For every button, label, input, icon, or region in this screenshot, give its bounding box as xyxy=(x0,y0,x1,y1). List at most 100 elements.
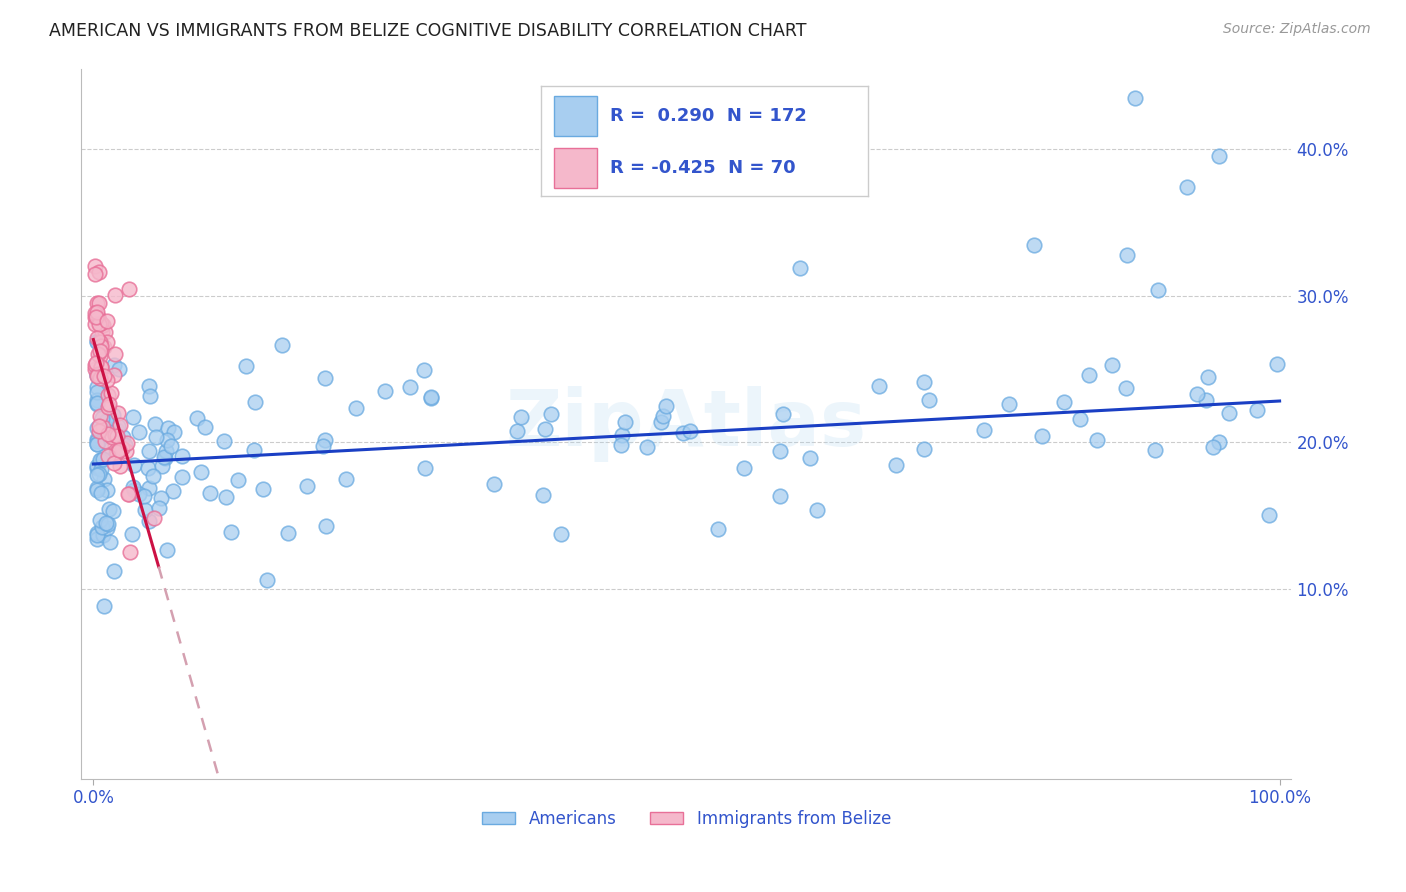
Point xyxy=(83,358,105,372)
Point xyxy=(156,433,179,447)
Point xyxy=(89,349,111,363)
Point xyxy=(998,397,1021,411)
Point xyxy=(96,483,118,497)
Point xyxy=(86,432,108,446)
Point xyxy=(679,424,702,438)
Point xyxy=(252,482,274,496)
Point xyxy=(550,527,572,541)
Point xyxy=(84,259,107,273)
Point xyxy=(152,450,174,465)
Point xyxy=(105,429,128,443)
Point xyxy=(90,325,112,339)
Legend: Americans, Immigrants from Belize: Americans, Immigrants from Belize xyxy=(475,803,897,835)
Point xyxy=(145,430,167,444)
Point xyxy=(89,318,111,332)
Point xyxy=(132,489,155,503)
Point xyxy=(235,359,257,373)
Point xyxy=(89,513,111,527)
Point xyxy=(1031,429,1053,443)
Point xyxy=(374,384,396,398)
Point xyxy=(91,452,114,467)
Point xyxy=(510,410,533,425)
Point xyxy=(150,491,173,505)
Point xyxy=(799,450,821,465)
Point xyxy=(335,472,357,486)
Point xyxy=(83,310,105,324)
Point xyxy=(1022,237,1045,252)
Point xyxy=(121,409,143,424)
Point xyxy=(413,461,436,475)
Point xyxy=(97,516,120,531)
Point xyxy=(108,459,131,474)
Point xyxy=(86,310,108,325)
Point xyxy=(315,518,337,533)
Point xyxy=(89,467,111,481)
Point xyxy=(243,442,266,457)
Point xyxy=(1218,406,1240,420)
Point xyxy=(219,525,242,540)
Point xyxy=(399,380,422,394)
Point xyxy=(87,310,110,325)
Point xyxy=(107,442,129,457)
Point xyxy=(103,368,125,383)
Point xyxy=(91,528,114,542)
Point xyxy=(170,470,193,484)
Point xyxy=(104,347,127,361)
Point xyxy=(101,504,124,518)
Point xyxy=(86,309,108,323)
Point xyxy=(87,317,110,331)
Point xyxy=(91,410,114,425)
Point xyxy=(650,415,672,429)
Point xyxy=(86,347,108,361)
Point xyxy=(107,419,129,434)
Point xyxy=(1143,443,1166,458)
Point xyxy=(96,414,118,428)
Point xyxy=(86,436,108,450)
Point xyxy=(86,384,108,399)
Point xyxy=(138,443,160,458)
Point xyxy=(93,472,115,486)
Point xyxy=(1202,441,1225,455)
Point xyxy=(86,421,108,435)
Point xyxy=(89,371,111,385)
Point xyxy=(91,419,114,434)
Point xyxy=(86,356,108,370)
Point xyxy=(98,397,121,411)
Point xyxy=(344,401,367,415)
Point xyxy=(89,343,111,358)
Point xyxy=(90,486,112,500)
Point xyxy=(194,420,217,434)
Point xyxy=(1258,508,1281,523)
Point xyxy=(868,379,890,393)
Point xyxy=(170,449,193,463)
Point xyxy=(1208,435,1230,450)
Point xyxy=(420,390,443,404)
Point xyxy=(1085,433,1108,447)
Point xyxy=(134,503,156,517)
Point xyxy=(614,415,637,429)
Point xyxy=(86,397,108,411)
Point xyxy=(419,391,441,405)
Point xyxy=(1147,283,1170,297)
Point xyxy=(86,335,108,350)
Point xyxy=(148,501,170,516)
Text: AMERICAN VS IMMIGRANTS FROM BELIZE COGNITIVE DISABILITY CORRELATION CHART: AMERICAN VS IMMIGRANTS FROM BELIZE COGNI… xyxy=(49,22,807,40)
Point xyxy=(87,367,110,381)
Point xyxy=(97,387,120,401)
Point xyxy=(86,434,108,448)
Point xyxy=(243,394,266,409)
Point xyxy=(314,434,336,448)
Point xyxy=(772,407,794,421)
Point xyxy=(86,437,108,451)
Point xyxy=(97,427,120,442)
Point xyxy=(87,418,110,433)
Point xyxy=(98,534,121,549)
Point xyxy=(83,268,105,282)
Point xyxy=(86,310,108,324)
Point xyxy=(105,446,128,460)
Point xyxy=(1195,392,1218,407)
Point xyxy=(105,445,128,459)
Point xyxy=(86,334,108,349)
Point xyxy=(98,425,121,440)
Point xyxy=(111,430,134,444)
